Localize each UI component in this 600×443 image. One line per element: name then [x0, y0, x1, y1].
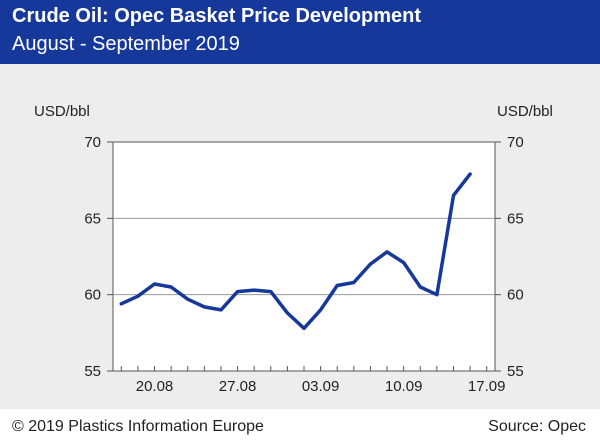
- x-tick-label: 03.09: [302, 378, 340, 395]
- source-text: Source: Opec: [488, 418, 586, 435]
- data-point: [186, 297, 190, 301]
- plot-frame: [112, 141, 496, 372]
- y-axis-label-left: USD/bbl: [34, 103, 90, 120]
- y-tick-label-right: 65: [507, 210, 524, 227]
- header-bar: Crude Oil: Opec Basket Price Development…: [0, 0, 600, 64]
- data-point: [352, 280, 356, 284]
- data-point: [252, 288, 256, 292]
- data-point: [385, 250, 389, 254]
- data-point: [418, 285, 422, 289]
- data-point: [236, 290, 240, 294]
- data-point: [219, 308, 223, 312]
- data-point: [153, 282, 157, 286]
- y-axis-label-right: USD/bbl: [497, 103, 553, 120]
- data-point: [136, 294, 140, 298]
- data-point: [435, 293, 439, 297]
- copyright-text: © 2019 Plastics Information Europe: [12, 418, 264, 435]
- data-point: [302, 326, 306, 330]
- y-tick-label-left: 55: [84, 363, 101, 380]
- x-tick-label: 10.09: [385, 378, 423, 395]
- chart-title: Crude Oil: Opec Basket Price Development: [12, 5, 422, 27]
- data-point: [402, 261, 406, 265]
- data-point: [202, 305, 206, 309]
- y-tick-label-left: 65: [84, 210, 101, 227]
- y-tick-label-left: 70: [84, 134, 101, 151]
- data-point: [368, 262, 372, 266]
- data-point: [319, 308, 323, 312]
- y-tick-label-left: 60: [84, 287, 101, 304]
- x-tick-label: 27.08: [219, 378, 257, 395]
- x-tick-label: 17.09: [468, 378, 506, 395]
- series-line: [119, 172, 472, 331]
- y-tick-label-right: 60: [507, 287, 524, 304]
- data-point: [169, 285, 173, 289]
- data-point: [269, 290, 273, 294]
- data-point: [335, 284, 339, 288]
- x-tick-label: 20.08: [136, 378, 174, 395]
- data-point: [119, 302, 123, 306]
- chart-subtitle: August - September 2019: [12, 33, 240, 55]
- y-tick-label-right: 70: [507, 134, 524, 151]
- data-point: [468, 172, 472, 176]
- data-point: [451, 193, 455, 197]
- data-point: [285, 311, 289, 315]
- y-tick-label-right: 55: [507, 363, 524, 380]
